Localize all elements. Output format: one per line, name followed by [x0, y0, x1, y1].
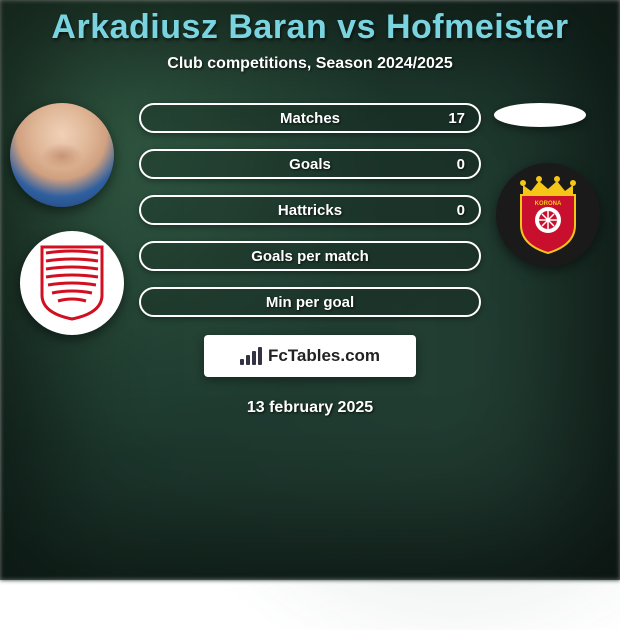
player1-avatar	[10, 103, 114, 207]
stat-row-goals: Goals 0	[139, 149, 481, 179]
bar	[252, 351, 256, 365]
bar-chart-icon	[240, 347, 262, 365]
content-container: Arkadiusz Baran vs Hofmeister Club compe…	[0, 0, 620, 580]
stat-label: Goals	[289, 156, 331, 173]
bar	[240, 359, 244, 365]
korona-crest-icon: KORONA	[513, 175, 583, 255]
stat-label: Matches	[280, 110, 340, 127]
stat-row-goals-per-match: Goals per match	[139, 241, 481, 271]
subtitle: Club competitions, Season 2024/2025	[167, 55, 452, 73]
player1-club-badge	[20, 231, 124, 335]
watermark-badge: FcTables.com	[204, 335, 416, 377]
stat-label: Min per goal	[266, 294, 354, 311]
page-title: Arkadiusz Baran vs Hofmeister	[51, 8, 568, 47]
svg-text:KORONA: KORONA	[535, 201, 562, 207]
stat-label: Goals per match	[251, 248, 369, 265]
bar	[258, 347, 262, 365]
player2-club-badge: KORONA	[496, 163, 600, 267]
stat-value: 0	[457, 202, 465, 219]
stat-value: 0	[457, 156, 465, 173]
cracovia-crest-icon	[40, 245, 104, 321]
date-label: 13 february 2025	[247, 399, 373, 417]
stat-value: 17	[448, 110, 465, 127]
bar	[246, 355, 250, 365]
stats-area: KORONA Matches 17 Goals 0 Hattricks 0 Go…	[0, 103, 620, 317]
stat-label: Hattricks	[278, 202, 342, 219]
watermark-text: FcTables.com	[268, 346, 380, 366]
stat-row-matches: Matches 17	[139, 103, 481, 133]
stat-row-min-per-goal: Min per goal	[139, 287, 481, 317]
stat-row-hattricks: Hattricks 0	[139, 195, 481, 225]
player2-oval-placeholder	[494, 103, 586, 127]
